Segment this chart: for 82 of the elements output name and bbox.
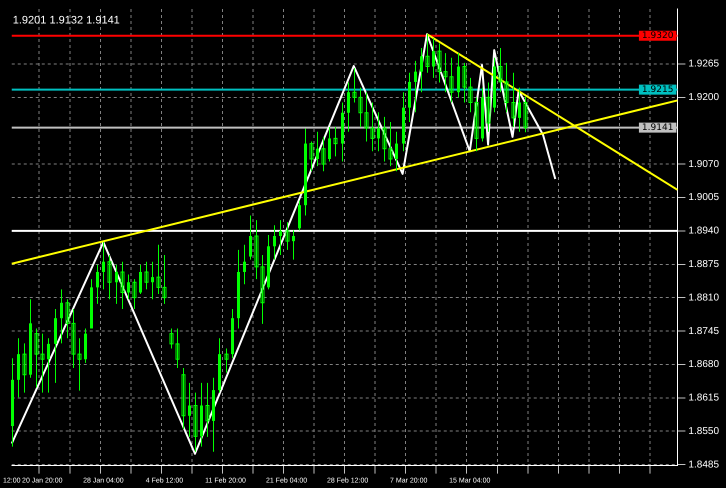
candlestick xyxy=(162,254,166,304)
candlestick xyxy=(120,261,124,310)
candlestick xyxy=(298,200,301,231)
candlestick xyxy=(370,102,374,152)
candlestick xyxy=(34,328,38,388)
candlestick xyxy=(206,382,210,438)
candlestick xyxy=(102,242,105,290)
candlestick xyxy=(364,92,368,142)
candlestick xyxy=(47,338,50,394)
y-tick-label: 1.9200 xyxy=(688,92,720,104)
candlestick xyxy=(132,278,136,310)
candlestick xyxy=(139,264,142,295)
candlestick xyxy=(188,382,191,438)
candlestick xyxy=(450,57,454,103)
candlestick xyxy=(115,264,118,304)
candlestick xyxy=(322,136,326,172)
candlestick xyxy=(512,72,516,128)
candlestick xyxy=(78,338,82,392)
candlestick xyxy=(420,48,423,93)
candlestick xyxy=(249,214,252,260)
candlestick xyxy=(156,244,160,295)
candlestick xyxy=(388,121,392,167)
candlestick xyxy=(292,230,295,260)
y-tick-label: 1.8810 xyxy=(688,292,720,304)
candlestick xyxy=(127,274,130,300)
candlestick xyxy=(279,220,282,256)
candlestick xyxy=(334,126,338,157)
candlestick xyxy=(96,264,99,304)
candlestick xyxy=(60,288,63,344)
y-tick-label: 1.8940 xyxy=(688,226,720,237)
candlestick xyxy=(328,126,331,162)
candlestick xyxy=(66,298,70,339)
y-tick-label: 1.8615 xyxy=(688,392,720,404)
candlestick xyxy=(382,116,386,162)
y-tick-label: 1.8550 xyxy=(688,426,720,437)
candlestick xyxy=(260,254,264,324)
ref-line-label: 1.9141 xyxy=(642,122,674,133)
candlestick xyxy=(170,328,174,349)
y-tick-label: 1.8485 xyxy=(688,459,720,470)
candlestick xyxy=(316,131,319,167)
candlestick xyxy=(254,220,258,280)
candlestick xyxy=(108,254,112,300)
ref-line-label: 1.9320 xyxy=(642,31,674,42)
candlestick xyxy=(144,261,148,290)
candlestick xyxy=(286,222,290,250)
candlestick xyxy=(524,96,528,133)
candlestick xyxy=(486,82,490,132)
candlestick xyxy=(358,87,362,128)
candlestick xyxy=(40,333,44,394)
candlestick xyxy=(176,328,180,369)
candlestick xyxy=(474,96,478,152)
candlestick xyxy=(182,368,186,430)
candlestick xyxy=(438,42,442,83)
candlestick xyxy=(468,77,472,113)
candlestick xyxy=(518,87,521,132)
candlestick xyxy=(426,34,430,74)
candlestick xyxy=(194,392,198,452)
ref-line-label: 1.9215 xyxy=(642,84,674,95)
candlestick xyxy=(432,38,435,78)
y-tick-label: 1.8745 xyxy=(688,326,720,337)
candlestick xyxy=(498,48,502,93)
candlestick xyxy=(462,62,466,103)
y-tick-label: 1.8875 xyxy=(688,259,720,270)
candlestick xyxy=(395,131,398,172)
y-tick-label: 1.9070 xyxy=(688,158,720,170)
candlestick xyxy=(151,261,154,300)
y-tick-label: 1.8680 xyxy=(688,359,720,370)
candlestick xyxy=(243,244,246,285)
y-tick-label: 1.9265 xyxy=(688,58,720,70)
candlestick xyxy=(22,342,26,394)
candlestick xyxy=(504,62,508,113)
candlestick xyxy=(414,60,417,113)
candlestick xyxy=(347,82,350,132)
candlestick xyxy=(377,112,380,152)
candlestick xyxy=(273,224,276,260)
candlestick xyxy=(310,141,314,172)
y-tick-label: 1.9005 xyxy=(688,192,720,204)
candlestick xyxy=(72,308,76,369)
candlestick xyxy=(444,52,448,93)
text: 1.9201 1.9132 1.9141 xyxy=(12,14,120,27)
candlestick xyxy=(352,68,356,103)
candlestick xyxy=(224,348,228,374)
